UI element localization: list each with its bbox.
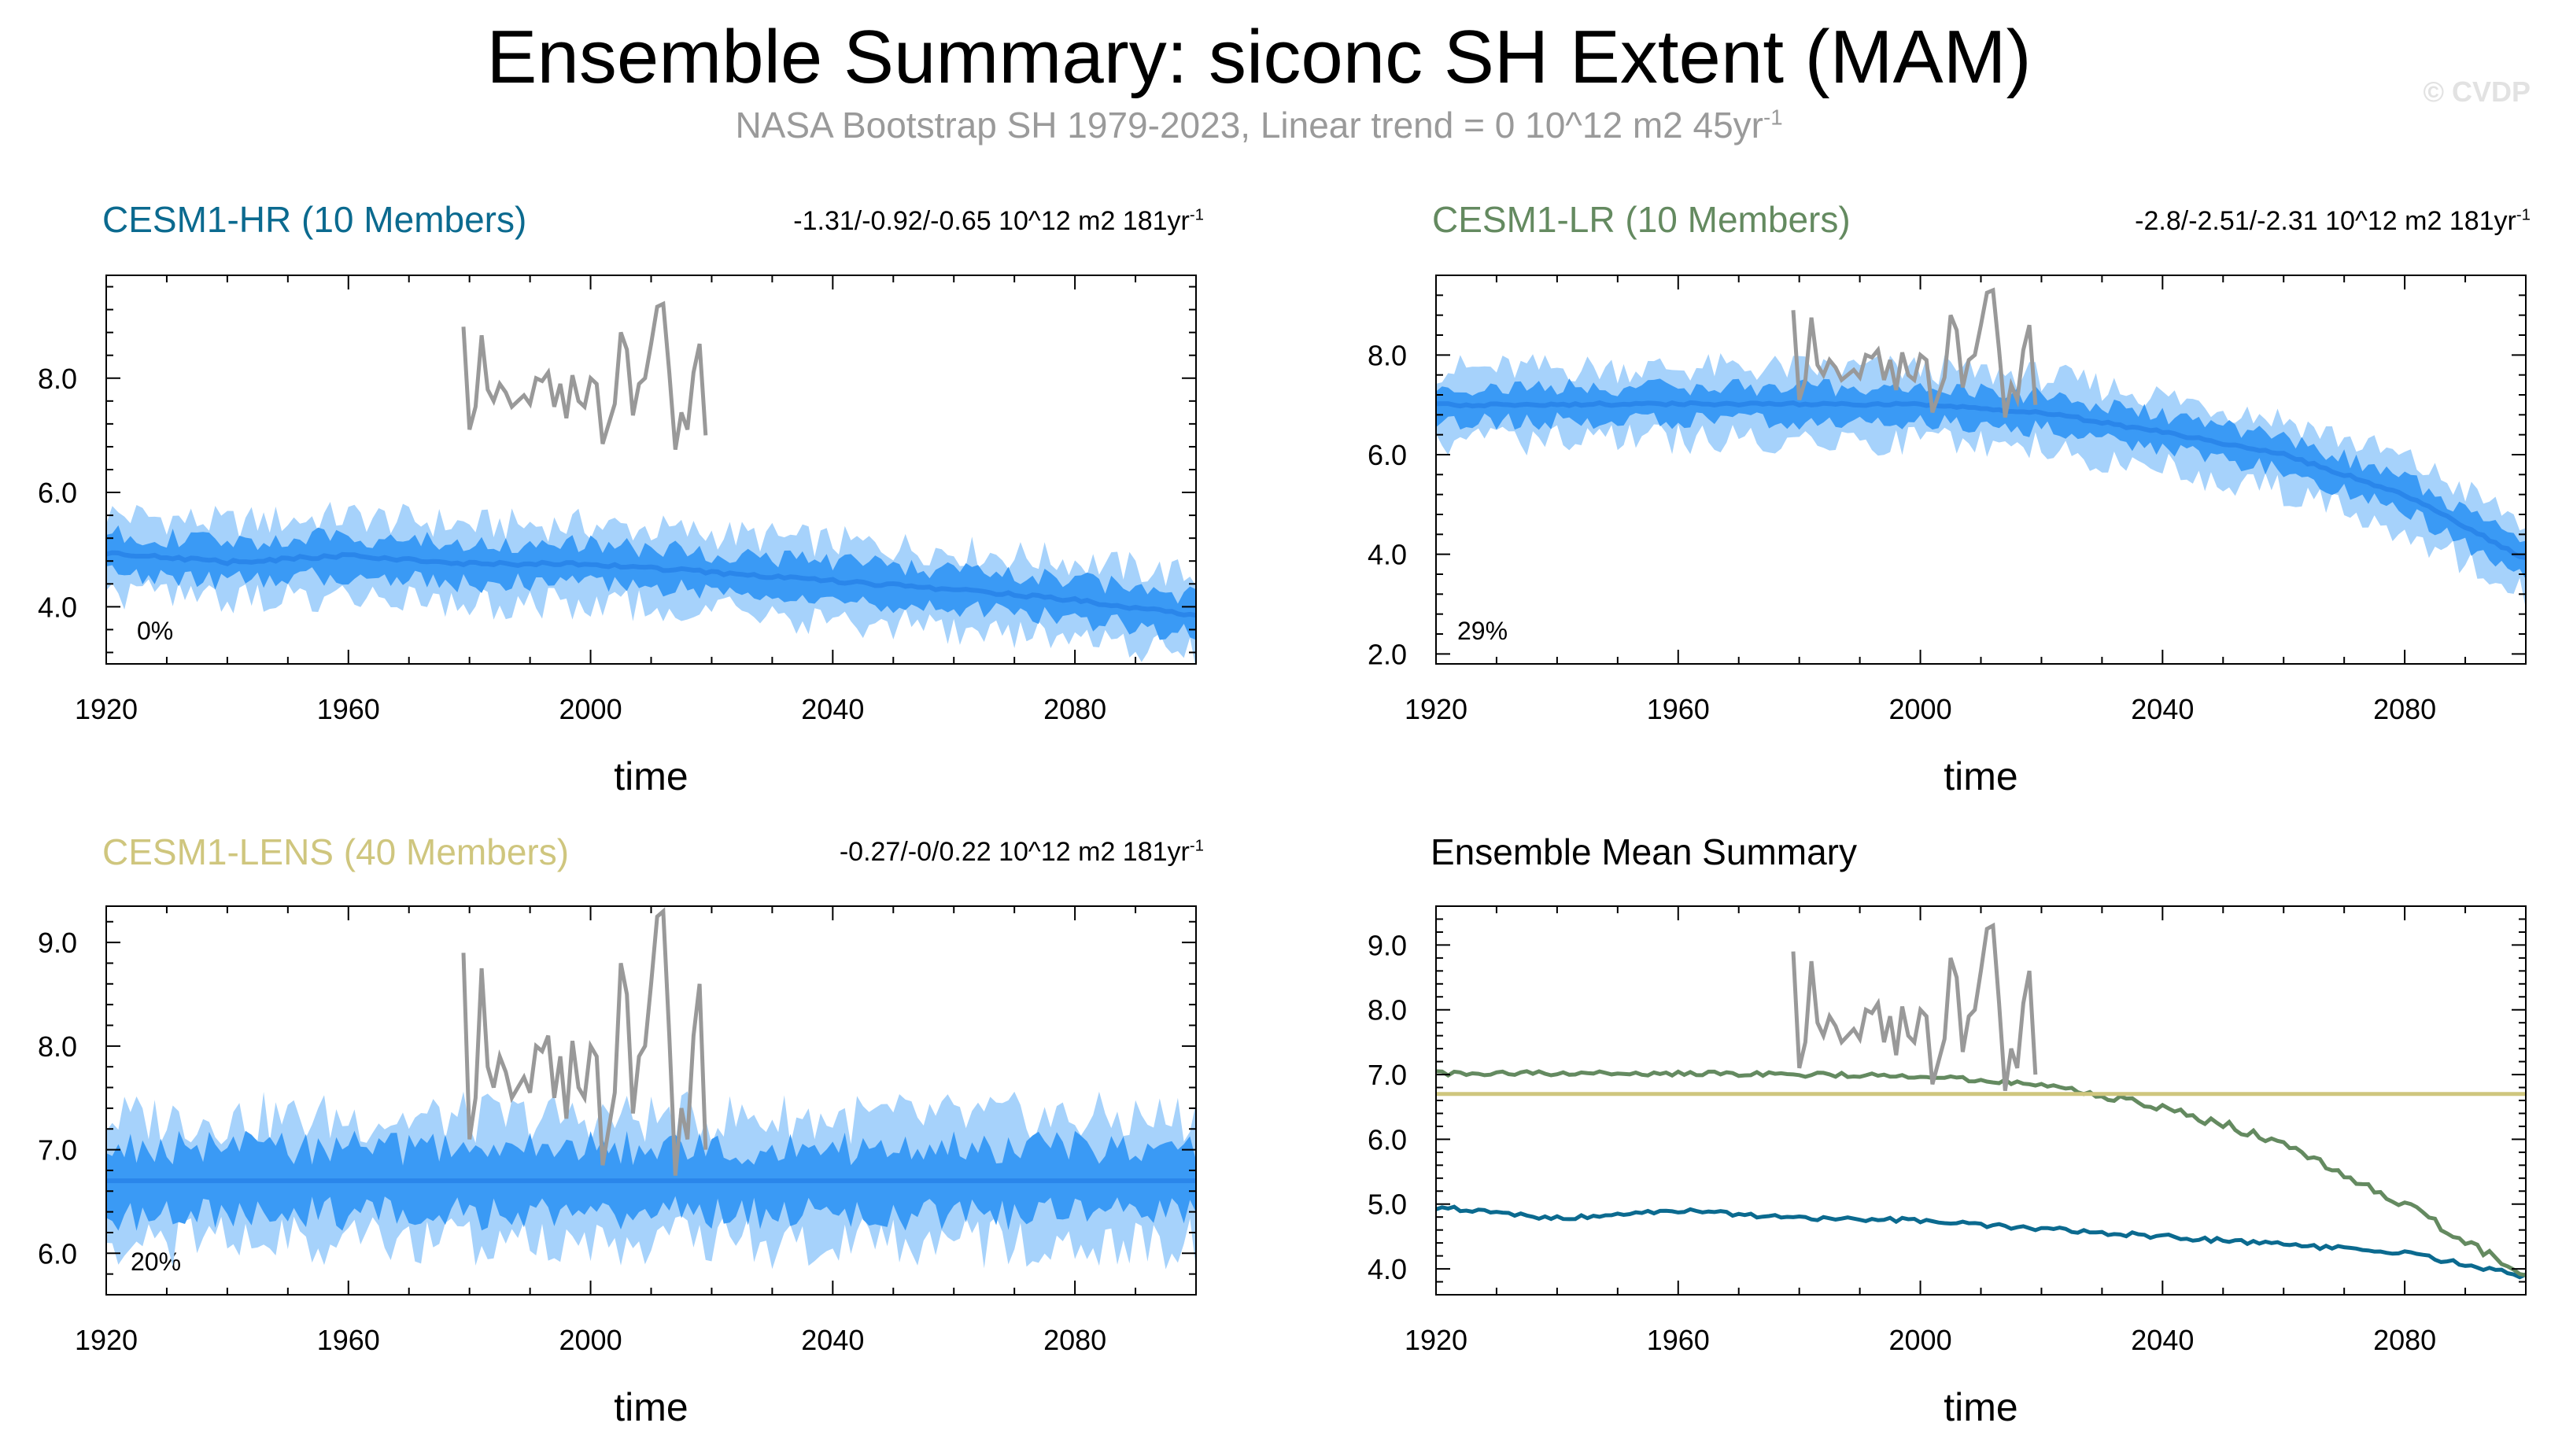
observations-line	[1791, 922, 2038, 1092]
y-tick-label: 6.0	[1368, 1123, 1407, 1156]
y-tick-label: 7.0	[38, 1134, 77, 1167]
page-title: Ensemble Summary: siconc SH Extent (MAM)	[486, 15, 2032, 99]
ensemble-mean-line	[1436, 400, 2526, 561]
panel-title-lr: CESM1-LR (10 Members)	[1432, 199, 1851, 240]
panel-summary: 1920 1960 2000 2040 2080 time 4.0 5.0 6.0 7.0 8.0 9…	[1368, 905, 2527, 1429]
x-axis-title: time	[1944, 754, 2017, 798]
x-tick-label: 2000	[559, 693, 622, 725]
x-tick-label: 1960	[1647, 1324, 1710, 1356]
x-tick-label: 2080	[2373, 1324, 2436, 1356]
y-tick-label: 8.0	[38, 1030, 77, 1063]
y-tick-label: 6.0	[38, 1237, 77, 1270]
x-tick-label: 2000	[1889, 693, 1952, 725]
plot-area-lr	[1436, 287, 2526, 609]
y-tick-label: 9.0	[38, 927, 77, 959]
y-tick-label: 8.0	[1368, 339, 1407, 371]
x-tick-label: 2000	[1889, 1324, 1952, 1356]
trend-exp-hr: -1	[1189, 206, 1204, 224]
x-tick-label: 2040	[2131, 1324, 2194, 1356]
trend-exp-lr: -1	[2516, 206, 2531, 224]
x-tick-label: 1920	[1405, 1324, 1467, 1356]
y-tick-label: 9.0	[1368, 929, 1407, 961]
plot-area-summary	[1436, 922, 2526, 1280]
page-subtitle: NASA Bootstrap SH 1979-2023, Linear tren…	[0, 104, 2518, 146]
y-tick-label: 2.0	[1368, 638, 1407, 670]
panel-title-hr: CESM1-HR (10 Members)	[102, 199, 527, 240]
subtitle-text: NASA Bootstrap SH 1979-2023, Linear tren…	[735, 105, 1763, 146]
observations-line	[461, 907, 708, 1176]
observations-line	[1791, 287, 2038, 418]
x-tick-label: 1920	[75, 1324, 138, 1356]
subtitle-exponent: -1	[1763, 105, 1783, 130]
plot-area-lens	[106, 907, 1196, 1270]
x-tick-label: 1960	[317, 1324, 380, 1356]
trend-text-hr: -1.31/-0.92/-0.65 10^12 m2 181yr-1	[793, 206, 1204, 237]
y-tick-label: 6.0	[38, 477, 77, 509]
trend-value-hr: -1.31/-0.92/-0.65 10^12 m2 181yr	[793, 206, 1190, 236]
panel-hr: 1920 1960 2000 2040 2080 time 4.0 6.0 8.0	[38, 275, 1197, 798]
x-axis-title: time	[1944, 1385, 2017, 1429]
series-line-cesm1-hr	[1436, 1204, 2526, 1280]
x-tick-label: 2040	[801, 1324, 864, 1356]
y-tick-label: 4.0	[1368, 1253, 1407, 1285]
x-tick-label: 2080	[1043, 1324, 1106, 1356]
y-tick-label: 7.0	[1368, 1059, 1407, 1091]
spread-inner-band	[106, 525, 1196, 640]
trend-exp-lens: -1	[1189, 837, 1204, 855]
y-tick-label: 5.0	[1368, 1189, 1407, 1221]
trend-text-lens: -0.27/-0/0.22 10^12 m2 181yr-1	[840, 837, 1204, 868]
x-tick-label: 1920	[1405, 693, 1467, 725]
x-tick-label: 1960	[317, 693, 380, 725]
y-tick-label: 8.0	[38, 363, 77, 395]
panel-lens: 1920 1960 2000 2040 2080 time 6.0 7.0 8.0 9.0	[38, 905, 1197, 1429]
panel-lr: 1920 1960 2000 2040 2080 time 2.0 4.0 6.0 8.0	[1368, 275, 2527, 798]
x-tick-label: 2080	[1043, 693, 1106, 725]
x-tick-label: 1960	[1647, 693, 1710, 725]
y-tick-label: 4.0	[1368, 539, 1407, 571]
y-tick-label: 4.0	[38, 591, 77, 623]
x-tick-label: 2000	[559, 1324, 622, 1356]
x-tick-label: 2040	[2131, 693, 2194, 725]
panel-title-summary: Ensemble Mean Summary	[1431, 831, 1857, 872]
x-axis-title: time	[614, 1385, 688, 1429]
y-tick-label: 8.0	[1368, 994, 1407, 1027]
x-tick-label: 2080	[2373, 693, 2436, 725]
y-tick-label: 6.0	[1368, 439, 1407, 471]
trend-value-lens: -0.27/-0/0.22 10^12 m2 181yr	[839, 837, 1190, 867]
percent-label-lr: 29%	[1457, 617, 1508, 645]
trend-value-lr: -2.8/-2.51/-2.31 10^12 m2 181yr	[2135, 206, 2516, 236]
x-tick-label: 1920	[75, 693, 138, 725]
x-tick-label: 2040	[801, 693, 864, 725]
plot-area-hr	[106, 300, 1196, 664]
spread-inner-band	[1436, 378, 2526, 580]
x-axis-title: time	[614, 754, 688, 798]
percent-label-hr: 0%	[137, 617, 174, 645]
series-line-cesm1-lr	[1436, 1069, 2526, 1277]
credit-watermark: © CVDP	[2423, 76, 2531, 108]
observations-line	[461, 300, 708, 451]
ensemble-mean-line	[106, 550, 1196, 618]
panel-title-lens: CESM1-LENS (40 Members)	[102, 831, 570, 872]
trend-text-lr: -2.8/-2.51/-2.31 10^12 m2 181yr-1	[2135, 206, 2531, 237]
